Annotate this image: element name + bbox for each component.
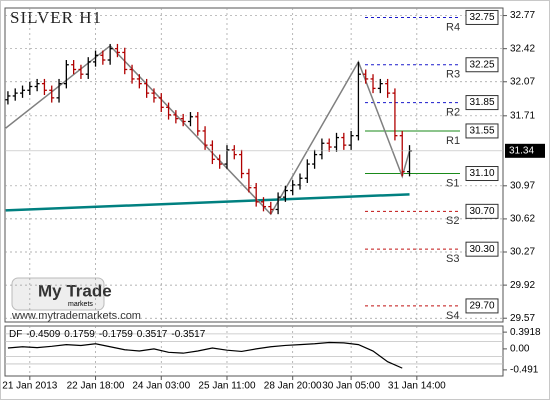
url: www.mytrademarkets.com: [11, 310, 141, 322]
y-tick-label: 30.27: [510, 247, 535, 258]
level-value: 32.75: [469, 12, 494, 23]
y-tick-label: 32.42: [510, 43, 535, 54]
y-tick-label: 32.07: [510, 76, 535, 87]
level-name: R1: [446, 135, 460, 147]
plot-frame: [4, 7, 504, 323]
indicator-line: [7, 341, 403, 369]
x-tick-label: 25 Jan 11:00: [198, 381, 256, 392]
level-box: [465, 298, 499, 314]
level-box: [465, 166, 499, 182]
x-tick-label: 28 Jan 20:00: [264, 381, 322, 392]
level-value: 30.70: [469, 206, 494, 217]
readout-item: -0.4509: [26, 329, 60, 340]
indicator-tick-label: 0.3918: [510, 327, 541, 338]
level-box: [465, 9, 499, 25]
level-value: 31.85: [469, 97, 494, 108]
y-tick-label: 32.77: [510, 10, 535, 21]
price-label: 31.34: [509, 145, 534, 156]
logo-text: My Trade: [38, 281, 112, 300]
y-tick-label: 29.92: [510, 280, 535, 291]
level-box: [465, 95, 499, 111]
level-name: S3: [446, 253, 459, 265]
readout-item: -0.3517: [171, 329, 205, 340]
level-box: [465, 57, 499, 73]
x-tick-label: 21 Jan 2013: [2, 381, 57, 392]
level-value: 30.30: [469, 244, 494, 255]
chart-title: SILVER H1: [10, 8, 102, 27]
level-value: 32.25: [469, 59, 494, 70]
level-box: [465, 123, 499, 139]
logo-sub: markets: [68, 301, 93, 308]
readout-item: DF: [9, 329, 22, 340]
indicator-readout: DF -0.4509 0.1759 -0.1759 0.3517 -0.3517: [9, 329, 206, 340]
y-tick-label: 29.57: [510, 313, 535, 324]
level-name: S4: [446, 310, 459, 322]
level-name: R2: [446, 106, 460, 118]
price-box: [505, 143, 545, 158]
y-tick-label: 30.97: [510, 180, 535, 191]
logo-box: [11, 277, 105, 311]
level-name: R4: [446, 21, 460, 33]
trend-line: [5, 193, 410, 212]
level-name: S1: [446, 177, 459, 189]
x-tick-label: 30 Jan 05:00: [322, 381, 380, 392]
readout-item: 0.1759: [64, 329, 95, 340]
level-value: 29.70: [469, 301, 494, 312]
y-tick-label: 31.71: [510, 110, 535, 121]
level-name: R3: [446, 69, 460, 81]
indicator-frame: [4, 325, 504, 377]
indicator-tick-label: -0.491: [510, 365, 539, 376]
level-value: 31.10: [469, 168, 494, 179]
level-box: [465, 203, 499, 219]
x-tick-label: 22 Jan 18:00: [67, 381, 125, 392]
x-tick-label: 31 Jan 14:00: [388, 381, 446, 392]
level-name: S2: [446, 215, 459, 227]
level-box: [465, 241, 499, 257]
readout-item: 0.3517: [137, 329, 168, 340]
x-tick-label: 24 Jan 03:00: [132, 381, 190, 392]
y-tick-label: 30.62: [510, 214, 535, 225]
level-value: 31.55: [469, 126, 494, 137]
readout-item: -0.1759: [99, 329, 133, 340]
indicator-tick-label: 0.00: [510, 344, 530, 355]
